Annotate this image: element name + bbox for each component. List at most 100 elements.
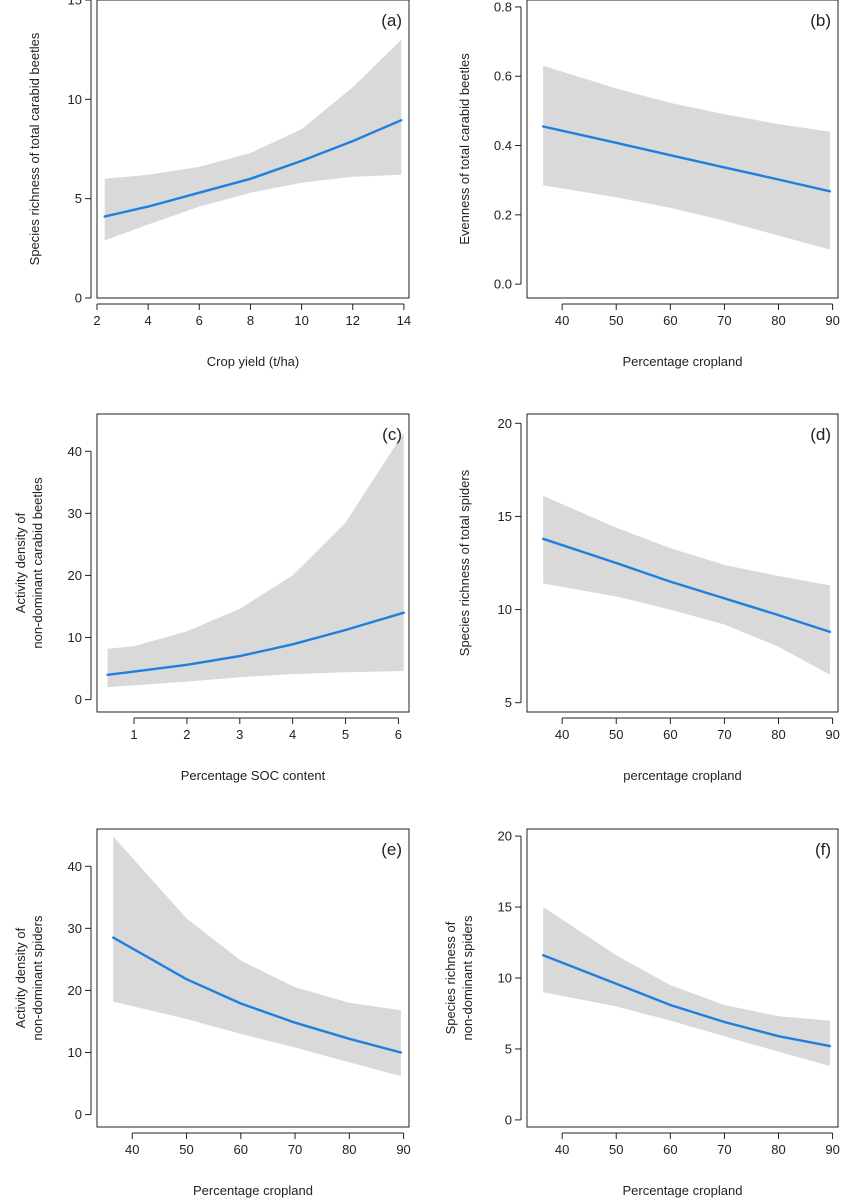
panel-e-x-tick-label: 90 bbox=[396, 1142, 410, 1157]
panel-b-x-tick-label: 50 bbox=[609, 313, 623, 328]
panel-b-x-tick-label: 90 bbox=[825, 313, 839, 328]
panel-a-x-tick-label: 12 bbox=[346, 313, 360, 328]
panel-c-x-tick-label: 3 bbox=[236, 727, 243, 742]
panel-f-y-tick-label: 0 bbox=[505, 1112, 512, 1127]
panel-c-y-tick-label: 40 bbox=[68, 444, 82, 459]
panel-d-x-tick-label: 70 bbox=[717, 727, 731, 742]
panel-f-x-tick-label: 90 bbox=[825, 1142, 839, 1157]
panel-c-label: (c) bbox=[382, 425, 402, 444]
panel-e-y-tick-label: 40 bbox=[68, 859, 82, 874]
panel-f-y-tick-label: 15 bbox=[498, 900, 512, 915]
panel-d-x-tick-label: 60 bbox=[663, 727, 677, 742]
panel-b-y-tick-label: 0.6 bbox=[494, 69, 512, 84]
panel-a-frame bbox=[96, 0, 410, 299]
panel-d-y-tick-label: 20 bbox=[498, 416, 512, 431]
panel-e-y-tick-label: 30 bbox=[68, 921, 82, 936]
panel-b-y-tick-label: 0.8 bbox=[494, 0, 512, 14]
panel-e-x-axis-title: Percentage cropland bbox=[193, 1183, 313, 1198]
panel-a-y-tick-label: 0 bbox=[75, 291, 82, 306]
panel-c-x-tick-label: 1 bbox=[130, 727, 137, 742]
panel-d-fit-line bbox=[542, 537, 832, 634]
panel-e-fit-line bbox=[112, 936, 403, 1054]
panel-f-x-tick-label: 60 bbox=[663, 1142, 677, 1157]
panel-b: 0.0 0.2 0.4 0.6 0.8 40 50 60 70 80 90 Percentage cr… bbox=[457, 0, 840, 369]
panel-e-label: (e) bbox=[381, 840, 402, 859]
panel-e-frame bbox=[96, 828, 410, 1128]
panel-f-confidence-band bbox=[543, 907, 830, 1066]
panel-d-y-axis-title: Species richness of total spiders bbox=[457, 469, 472, 656]
panel-b-x-tick-label: 40 bbox=[555, 313, 569, 328]
panel-c-y-axis-title: Activity density of bbox=[13, 512, 28, 613]
panel-c: 0 10 20 30 40 1 2 3 4 5 6 Percentage SOC content Act… bbox=[13, 413, 410, 783]
panel-b-x-tick-label: 80 bbox=[771, 313, 785, 328]
panel-a-y-tick-label: 15 bbox=[68, 0, 82, 8]
panel-e-y-axis-title: non-dominant spiders bbox=[30, 915, 45, 1041]
panel-a-y-tick-label: 10 bbox=[68, 92, 82, 107]
panel-a-x-tick-label: 10 bbox=[294, 313, 308, 328]
panel-f-y-tick-label: 20 bbox=[498, 829, 512, 844]
panel-e-x-tick-label: 60 bbox=[234, 1142, 248, 1157]
panel-d-x-tick-label: 50 bbox=[609, 727, 623, 742]
panel-b-y-axis-title: Evenness of total carabid beetles bbox=[457, 53, 472, 245]
panel-d-y-tick-label: 5 bbox=[505, 695, 512, 710]
panel-a-x-tick-label: 2 bbox=[93, 313, 100, 328]
panel-b-x-axis-title: Percentage cropland bbox=[623, 354, 743, 369]
panel-b-y-tick-label: 0.4 bbox=[494, 138, 512, 153]
panel-c-x-tick-label: 6 bbox=[395, 727, 402, 742]
panel-e-x-tick-label: 70 bbox=[288, 1142, 302, 1157]
panel-b-x-tick-label: 60 bbox=[663, 313, 677, 328]
panel-d-x-tick-label: 80 bbox=[771, 727, 785, 742]
panel-c-x-tick-label: 5 bbox=[342, 727, 349, 742]
panel-c-y-axis-title: non-dominant carabid beetles bbox=[30, 477, 45, 649]
panel-f-y-axis-title: Species richness of bbox=[443, 921, 458, 1034]
panel-b-frame bbox=[526, 0, 839, 299]
panel-c-y-tick-label: 0 bbox=[75, 692, 82, 707]
panel-f-label: (f) bbox=[815, 840, 831, 859]
panel-f-y-tick-label: 10 bbox=[498, 971, 512, 986]
panel-a-fit-line bbox=[103, 118, 403, 218]
panel-a-x-tick-label: 8 bbox=[247, 313, 254, 328]
panel-a-x-tick-label: 6 bbox=[196, 313, 203, 328]
panel-e: 0 10 20 30 40 40 50 60 70 80 90 Percentage cropland… bbox=[13, 828, 411, 1198]
panel-f-y-axis-title: non-dominant spiders bbox=[460, 915, 475, 1041]
panel-e-y-tick-label: 0 bbox=[75, 1107, 82, 1122]
panel-f-x-tick-label: 50 bbox=[609, 1142, 623, 1157]
panel-f-x-axis-title: Percentage cropland bbox=[623, 1183, 743, 1198]
panel-b-fit-line bbox=[542, 125, 832, 193]
panel-d-y-tick-label: 15 bbox=[498, 509, 512, 524]
panel-d-x-tick-label: 40 bbox=[555, 727, 569, 742]
panel-c-fit-line bbox=[106, 611, 405, 676]
panel-d-y-tick-label: 10 bbox=[498, 602, 512, 617]
panel-f-y-tick-label: 5 bbox=[505, 1041, 512, 1056]
panel-a-y-axis-title: Species richness of total carabid beetle… bbox=[27, 32, 42, 265]
panel-e-x-tick-label: 80 bbox=[342, 1142, 356, 1157]
panel-f-x-tick-label: 40 bbox=[555, 1142, 569, 1157]
panel-b-x-tick-label: 70 bbox=[717, 313, 731, 328]
panel-a-x-axis-title: Crop yield (t/ha) bbox=[207, 354, 299, 369]
panel-d-x-axis-title: percentage cropland bbox=[623, 768, 742, 783]
panel-b-y-tick-label: 0.0 bbox=[494, 277, 512, 292]
panel-f-frame bbox=[526, 828, 839, 1128]
panel-f-x-tick-label: 70 bbox=[717, 1142, 731, 1157]
panel-a-label: (a) bbox=[381, 11, 402, 30]
panel-f-fit-line bbox=[542, 954, 832, 1048]
panel-d-x-tick-label: 90 bbox=[825, 727, 839, 742]
panel-c-y-tick-label: 10 bbox=[68, 630, 82, 645]
panel-f-x-tick-label: 80 bbox=[771, 1142, 785, 1157]
panel-c-x-axis-title: Percentage SOC content bbox=[181, 768, 326, 783]
panel-a-y-tick-label: 5 bbox=[75, 191, 82, 206]
panel-b-label: (b) bbox=[810, 11, 831, 30]
panel-e-x-tick-label: 50 bbox=[179, 1142, 193, 1157]
panel-a-x-tick-label: 4 bbox=[145, 313, 152, 328]
panel-c-x-tick-label: 2 bbox=[183, 727, 190, 742]
panel-c-y-tick-label: 30 bbox=[68, 506, 82, 521]
panel-a-x-tick-label: 14 bbox=[397, 313, 411, 328]
panel-a: 0 5 10 15 2 4 6 8 10 12 14 Crop yield (t/ha) Species… bbox=[27, 0, 411, 369]
panel-e-y-tick-label: 10 bbox=[68, 1045, 82, 1060]
panel-e-y-axis-title: Activity density of bbox=[13, 927, 28, 1028]
panel-d-frame bbox=[526, 413, 839, 713]
panel-d-label: (d) bbox=[810, 425, 831, 444]
panel-e-confidence-band bbox=[113, 836, 401, 1077]
panel-e-y-tick-label: 20 bbox=[68, 983, 82, 998]
